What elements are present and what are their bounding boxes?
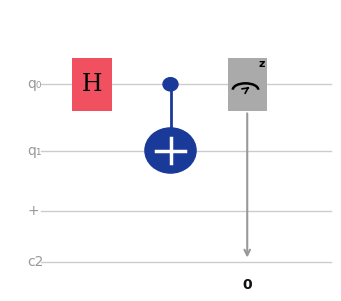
- Bar: [73, 58, 112, 111]
- Text: H: H: [82, 73, 102, 96]
- Circle shape: [163, 78, 178, 91]
- Text: q₀: q₀: [27, 77, 42, 91]
- Bar: [228, 58, 267, 111]
- Text: z: z: [259, 59, 265, 70]
- Text: c2: c2: [27, 255, 44, 269]
- Text: +: +: [27, 204, 39, 218]
- Text: q₁: q₁: [27, 144, 42, 157]
- Circle shape: [145, 128, 196, 173]
- Text: 0: 0: [242, 278, 252, 293]
